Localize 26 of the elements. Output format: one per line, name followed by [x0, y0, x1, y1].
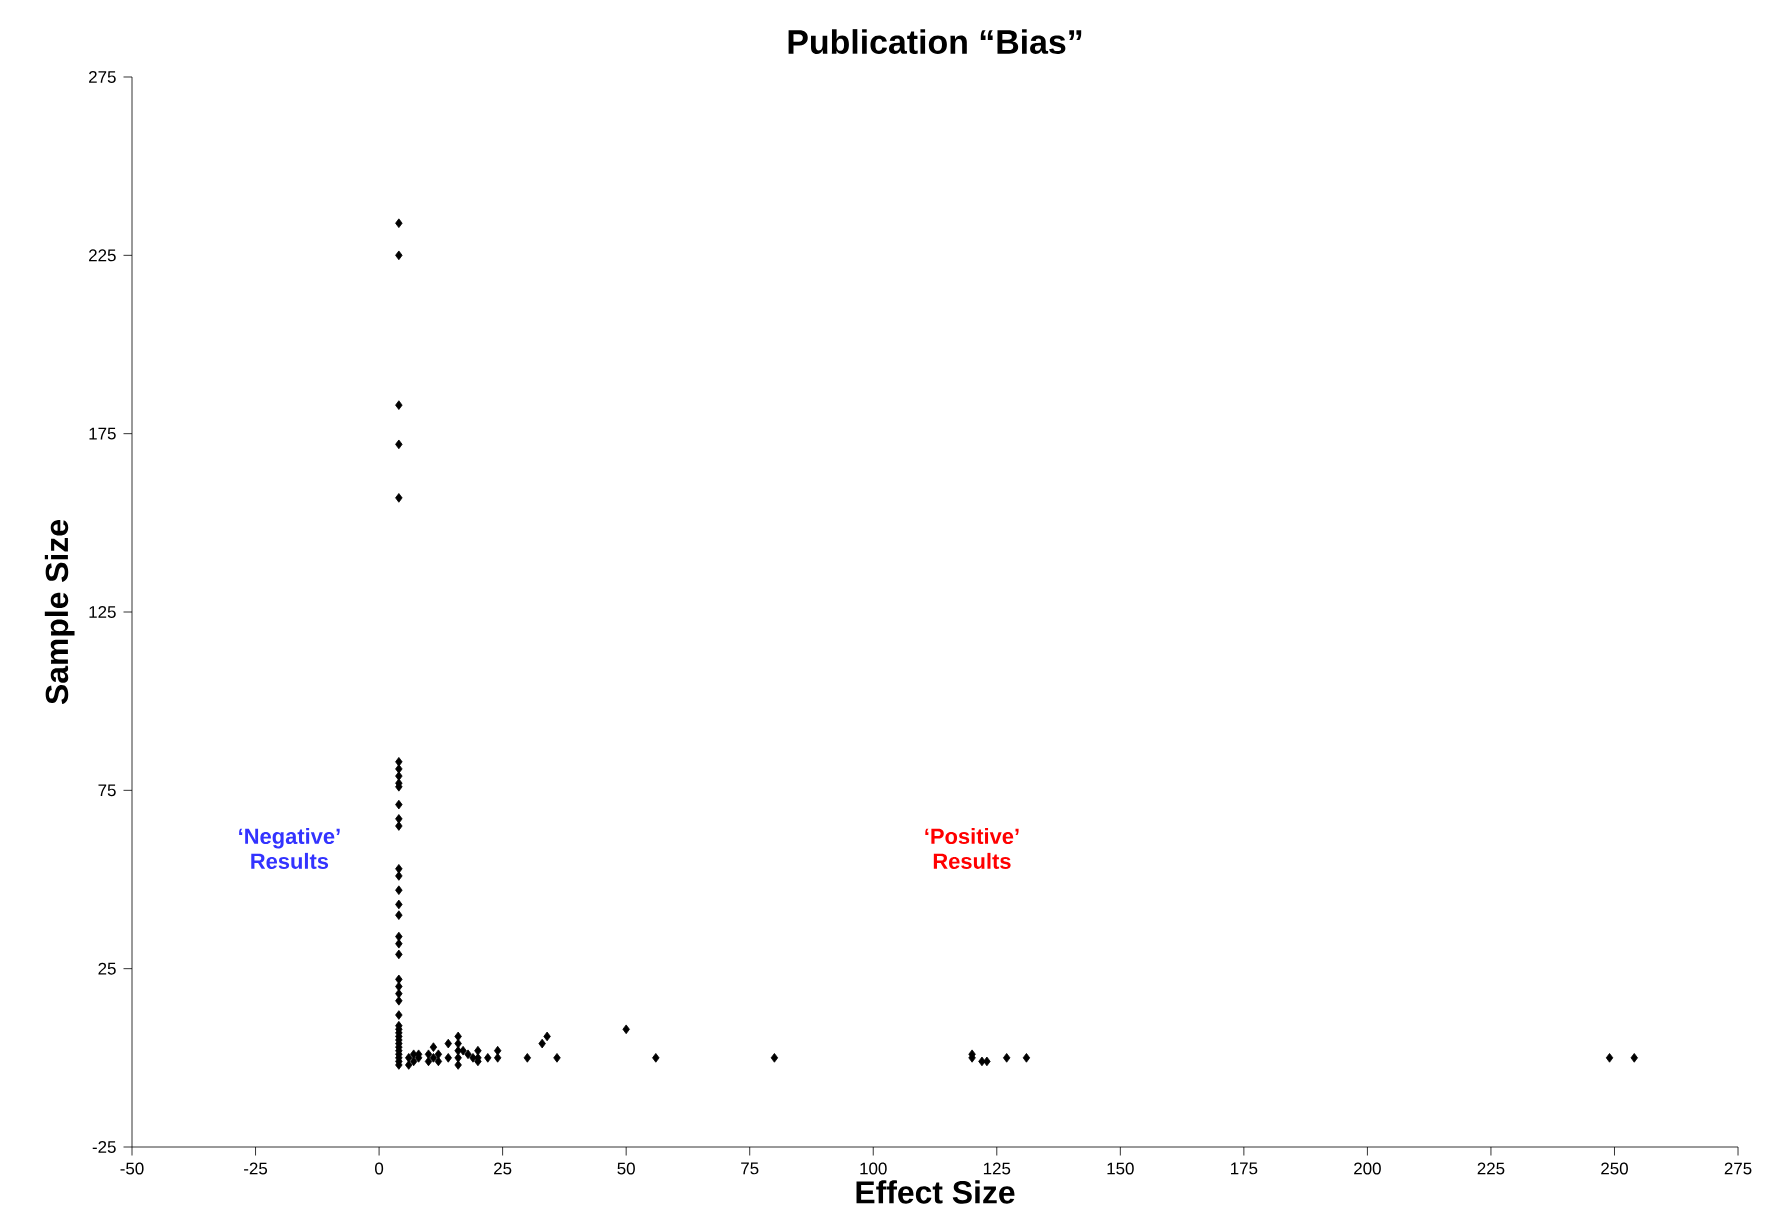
y-tick-label: 175: [89, 427, 116, 440]
annotation: ‘Negative’ Results: [239, 827, 340, 869]
y-tick-label: 225: [89, 249, 116, 262]
x-tick-label: 100: [860, 1162, 887, 1175]
y-axis-title: Sample Size: [44, 520, 75, 705]
x-tick-label: 250: [1601, 1162, 1628, 1175]
y-tick-label: 125: [89, 606, 116, 618]
x-tick-label: 200: [1354, 1162, 1381, 1175]
chart-title: Publication “Bias”: [788, 29, 1082, 55]
y-tick-label: 75: [98, 784, 116, 797]
x-tick-label: 175: [1231, 1162, 1258, 1175]
x-tick-label: 0: [375, 1162, 384, 1175]
annotation: ‘Positive’ Results: [925, 827, 1019, 869]
y-tick-label: 25: [98, 962, 116, 975]
y-tick-label: -25: [92, 1141, 116, 1153]
x-tick-label: 50: [617, 1162, 635, 1175]
x-tick-label: 225: [1477, 1162, 1505, 1175]
y-tick-label: 275: [89, 71, 116, 83]
x-axis-title: Effect Size: [856, 1180, 1015, 1204]
x-tick-label: 275: [1724, 1162, 1752, 1175]
x-tick-label: 75: [741, 1162, 759, 1175]
x-tick-label: 25: [494, 1162, 512, 1175]
x-tick-label: 150: [1107, 1162, 1134, 1175]
x-tick-label: 125: [983, 1162, 1011, 1175]
x-tick-label: -50: [120, 1162, 144, 1175]
x-tick-label: -25: [244, 1162, 268, 1175]
